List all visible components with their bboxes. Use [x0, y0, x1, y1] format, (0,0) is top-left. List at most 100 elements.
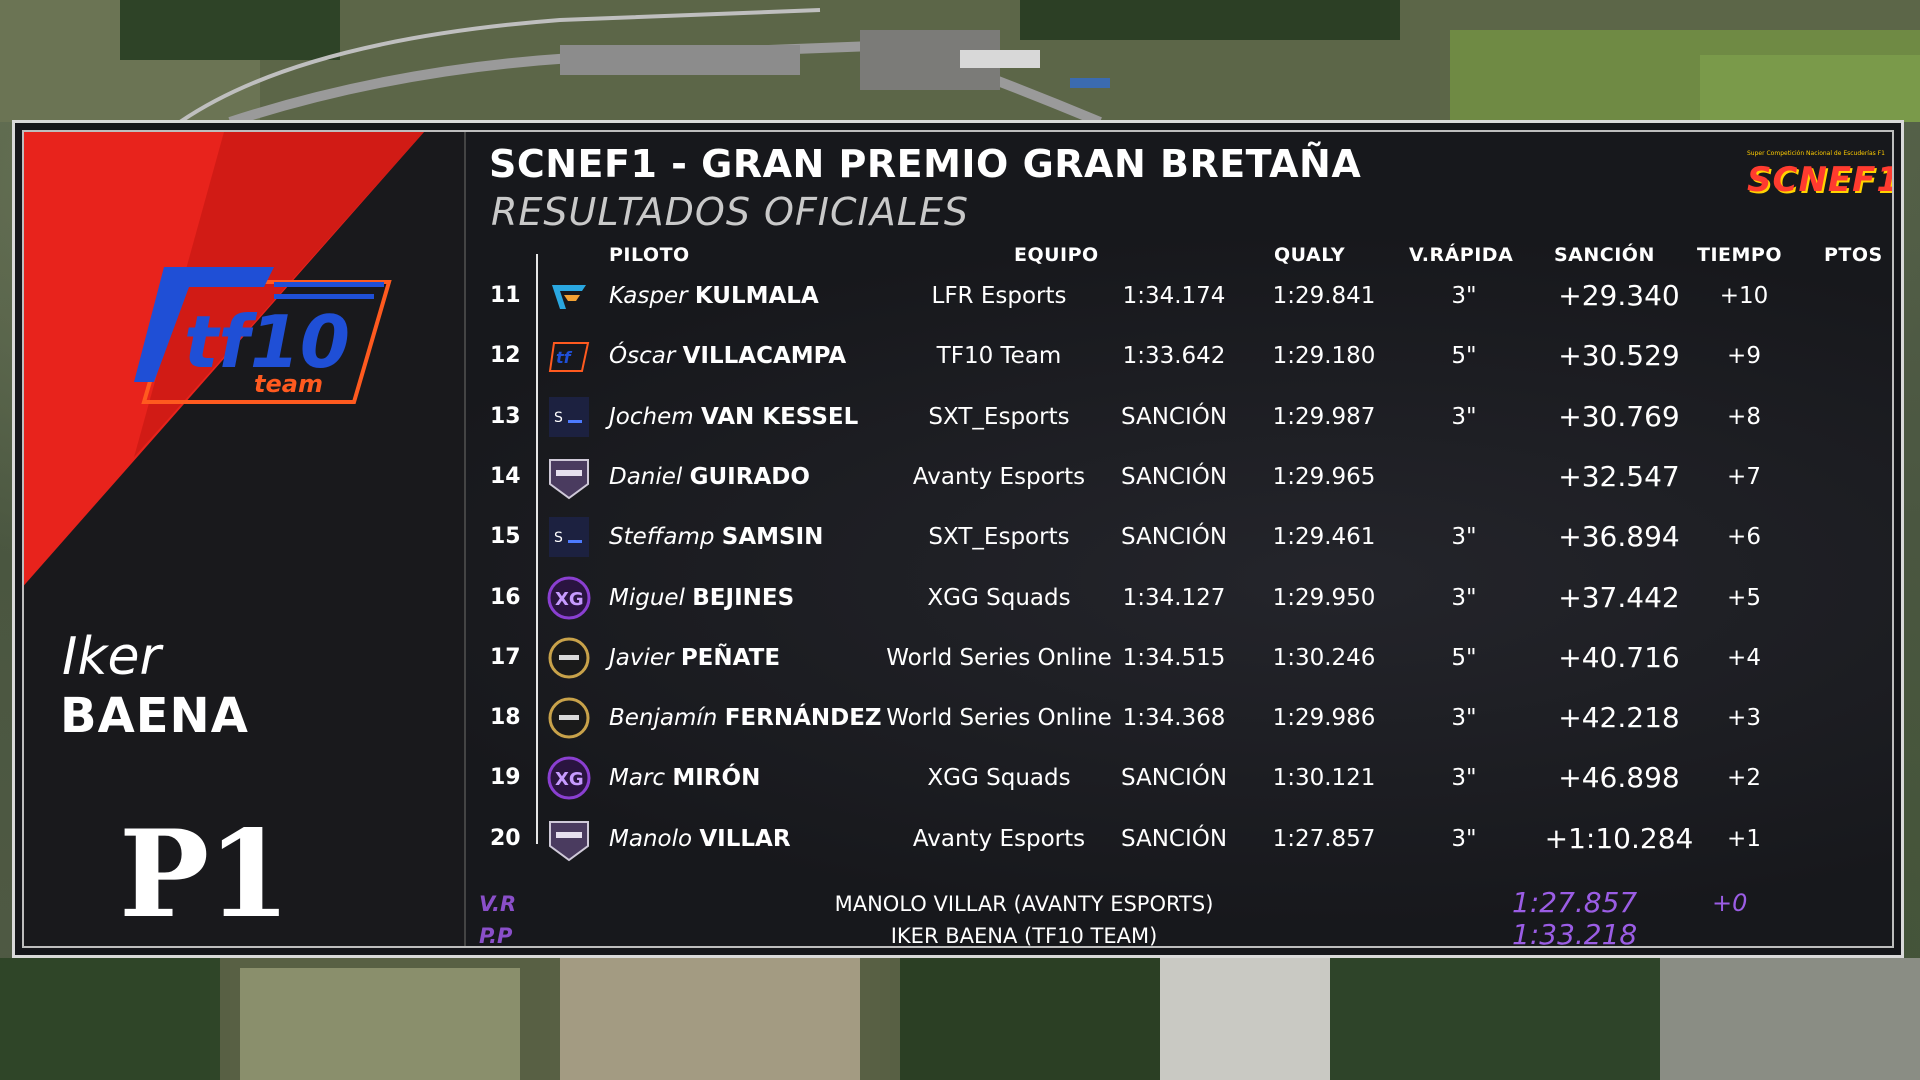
row-points: +7	[1727, 463, 1761, 490]
table-row: 15 S Steffamp SAMSIN SXT_Esports SANCIÓN 1:29…	[464, 508, 1892, 568]
row-fastest-lap: 1:30.246	[1272, 644, 1376, 671]
row-fastest-lap: 1:29.987	[1272, 403, 1376, 430]
row-time: +36.894	[1558, 520, 1680, 554]
row-position: 13	[490, 403, 521, 429]
row-time: +29.340	[1558, 279, 1680, 312]
row-penalty: 3"	[1451, 584, 1477, 611]
row-position: 11	[490, 283, 521, 308]
col-header-fastest-lap: V.RÁPIDA	[1409, 244, 1514, 266]
row-time: +42.218	[1558, 701, 1680, 735]
row-position: 17	[490, 644, 521, 670]
brand-logo-text: SCNEF1	[1747, 160, 1894, 200]
svg-text:team: team	[254, 370, 323, 398]
row-penalty: 3"	[1451, 524, 1477, 551]
col-header-qualy: QUALY	[1274, 244, 1346, 266]
svg-text:S: S	[554, 530, 563, 546]
svg-text:XG: XG	[555, 769, 584, 790]
fastest-lap-driver: MANOLO VILLAR (AVANTY ESPORTS)	[834, 892, 1214, 916]
row-driver: Marc MIRÓN	[609, 765, 760, 791]
row-driver: Daniel GUIRADO	[609, 464, 810, 490]
table-row: 14 Daniel GUIRADO Avanty Esports SANCIÓN 1:2…	[464, 448, 1892, 508]
row-fastest-lap: 1:29.986	[1272, 705, 1376, 732]
aerial-circuit-photo-bottom	[0, 958, 1920, 1080]
team-logo-icon	[546, 454, 592, 500]
table-row: 11 Kasper KULMALA LFR Esports 1:34.174 1:29.…	[464, 267, 1892, 327]
page-title: SCNEF1 - GRAN PREMIO GRAN BRETAÑA	[489, 142, 1362, 186]
driver-first-name: Manolo	[609, 825, 693, 852]
table-row: 19 XG Marc MIRÓN XGG Squads SANCIÓN 1:30.121 3…	[464, 749, 1892, 809]
row-penalty: 3"	[1451, 765, 1477, 792]
row-qualy: SANCIÓN	[1120, 765, 1228, 792]
col-header-driver: PILOTO	[609, 244, 690, 266]
row-driver: Javier PEÑATE	[609, 645, 780, 671]
row-points: +6	[1727, 524, 1761, 551]
row-qualy: 1:34.174	[1122, 283, 1226, 309]
scnef1-logo: Super Competición Nacional de Escuderías…	[1747, 150, 1892, 210]
row-qualy: SANCIÓN	[1120, 524, 1228, 551]
row-team: Avanty Esports	[912, 463, 1086, 490]
row-points: +3	[1727, 705, 1761, 732]
team-logo-icon: XG	[546, 575, 592, 621]
results-panel-inner: tf10 team Iker BAENA P1 SCNEF1 - GRAN PR…	[22, 130, 1894, 948]
row-driver: Miguel BEJINES	[609, 585, 794, 611]
driver-first-name: Javier	[609, 644, 674, 671]
team-logo-icon: XG	[546, 755, 592, 801]
svg-text:tf: tf	[556, 348, 573, 367]
pole-position-label: P.P	[479, 924, 513, 948]
team-logo-icon: tf	[546, 333, 592, 379]
row-team: World Series Online	[886, 705, 1112, 732]
row-driver: Jochem VAN KESSEL	[609, 404, 858, 430]
driver-last-name: KULMALA	[694, 283, 819, 309]
row-points: +8	[1727, 403, 1761, 430]
row-position: 18	[490, 705, 521, 731]
row-qualy: 1:34.368	[1122, 705, 1226, 732]
fastest-lap-time: 1:27.857	[1512, 886, 1638, 919]
row-fastest-lap: 1:30.121	[1272, 765, 1376, 792]
aerial-circuit-photo-top	[0, 0, 1920, 122]
pole-position-time: 1:33.218	[1512, 918, 1638, 948]
row-team: TF10 Team	[936, 343, 1062, 370]
row-driver: Manolo VILLAR	[609, 826, 791, 852]
row-qualy: SANCIÓN	[1120, 463, 1228, 490]
row-points: +1	[1727, 825, 1761, 852]
table-row: 13 S Jochem VAN KESSEL SXT_Esports SANCIÓN 1:…	[464, 388, 1892, 448]
row-penalty: 5"	[1451, 343, 1477, 370]
driver-last-name: VAN KESSEL	[700, 403, 859, 430]
row-position: 12	[490, 343, 521, 369]
row-time: +46.898	[1558, 761, 1680, 795]
row-fastest-lap: 1:29.180	[1272, 343, 1376, 370]
col-header-team: EQUIPO	[1014, 244, 1099, 266]
team-logo-icon: S	[546, 514, 592, 560]
row-fastest-lap: 1:29.461	[1272, 524, 1376, 551]
driver-last-name: VILLAR	[699, 825, 791, 852]
fastest-lap-points: +0	[1712, 889, 1748, 917]
row-points: +4	[1727, 644, 1761, 671]
featured-driver-panel: tf10 team Iker BAENA P1	[24, 132, 466, 946]
row-team: LFR Esports	[931, 283, 1067, 309]
row-penalty: 3"	[1451, 403, 1477, 430]
team-logo-icon: S	[546, 394, 592, 440]
driver-last-name: FERNÁNDEZ	[724, 705, 882, 732]
row-team: XGG Squads	[927, 584, 1071, 611]
row-driver: Steffamp SAMSIN	[609, 524, 823, 550]
table-row: 20 Manolo VILLAR Avanty Esports SANCIÓN 1:27…	[464, 810, 1892, 870]
results-panel: tf10 team Iker BAENA P1 SCNEF1 - GRAN PR…	[12, 120, 1904, 958]
row-penalty: 3"	[1451, 283, 1477, 309]
row-qualy: 1:34.127	[1122, 584, 1226, 611]
table-row: 16 XG Miguel BEJINES XGG Squads 1:34.127 1:29…	[464, 569, 1892, 629]
driver-last-name: GUIRADO	[689, 463, 810, 490]
row-penalty: 3"	[1451, 825, 1477, 852]
row-qualy: SANCIÓN	[1120, 825, 1228, 852]
row-time: +30.529	[1558, 339, 1680, 373]
pole-position-driver: IKER BAENA (TF10 TEAM)	[890, 924, 1158, 948]
col-header-points: PTOS	[1824, 244, 1883, 266]
row-team: World Series Online	[886, 644, 1112, 671]
driver-first-name: Daniel	[609, 463, 683, 490]
row-time: +30.769	[1558, 399, 1680, 433]
row-team: Avanty Esports	[912, 825, 1086, 852]
row-points: +10	[1719, 283, 1769, 309]
tf10-team-logo: tf10 team	[134, 267, 392, 404]
team-logo-icon	[546, 635, 592, 681]
row-qualy: 1:33.642	[1122, 343, 1226, 370]
row-time: +1:10.284	[1544, 821, 1694, 855]
